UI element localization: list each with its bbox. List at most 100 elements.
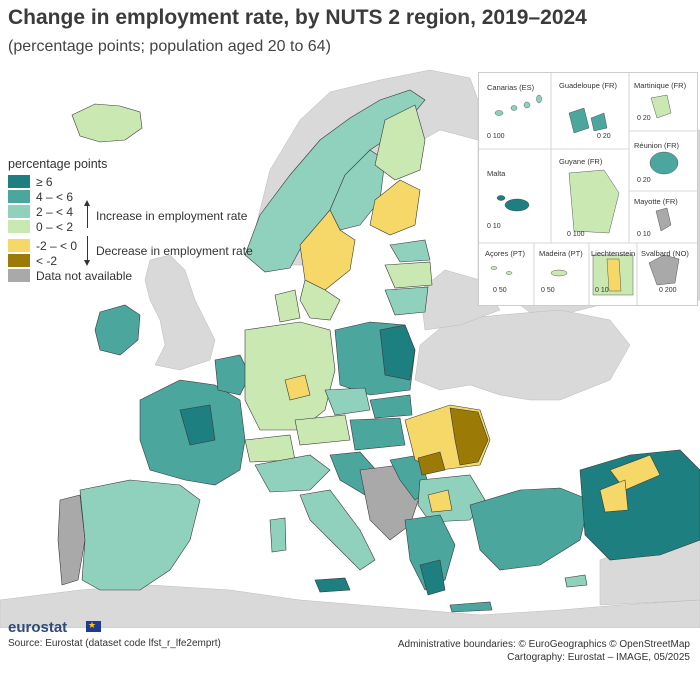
inset-label-reunion: Réunion (FR) xyxy=(634,141,680,150)
region-slovakia xyxy=(369,394,413,419)
legend-swatch-na xyxy=(8,269,30,282)
region-czechia xyxy=(324,387,371,416)
arrow-up-line xyxy=(87,204,88,228)
inset-scale-acores: 0 50 xyxy=(493,287,507,294)
region-sardinia xyxy=(269,517,287,553)
legend-swatch-2-4 xyxy=(8,205,30,218)
legend-label: 0 – < 2 xyxy=(36,219,74,234)
inset-label-mayotte: Mayotte (FR) xyxy=(634,197,678,206)
legend-swatch-0-2 xyxy=(8,220,30,233)
legend-label: 4 – < 6 xyxy=(36,189,74,204)
region-hungary xyxy=(349,417,406,451)
inset-scale-svalbard: 0 200 xyxy=(659,287,677,294)
region-italy-north xyxy=(254,454,331,493)
region-germany-south-decline xyxy=(284,374,311,401)
eu-flag-icon: ★ xyxy=(86,620,101,632)
inset-scale-martinique: 0 20 xyxy=(637,115,651,122)
region-bulgaria-decline xyxy=(427,489,453,513)
legend-swatch-ge6 xyxy=(8,175,30,188)
inset-canarias-island xyxy=(494,110,504,116)
region-iceland xyxy=(71,103,143,143)
inset-svg xyxy=(479,73,697,305)
region-greece xyxy=(404,514,456,591)
legend-label: < -2 xyxy=(36,253,58,268)
inset-label-svalbard: Svalbard (NO) xyxy=(641,249,689,258)
inset-label-martinique: Martinique (FR) xyxy=(634,81,687,90)
legend-item: -2 – < 0 xyxy=(8,238,132,253)
page-title: Change in employment rate, by NUTS 2 reg… xyxy=(8,6,587,29)
legend-label: Data not available xyxy=(36,268,133,283)
region-romania-decline xyxy=(449,407,489,466)
inset-scale-malta: 0 10 xyxy=(487,223,501,230)
legend-increase-label: Increase in employment rate xyxy=(96,209,248,223)
inset-label-madeira: Madeira (PT) xyxy=(539,249,583,258)
cartography-credit: Cartography: Eurostat – IMAGE, 05/2025 xyxy=(507,652,690,663)
legend-item: < -2 xyxy=(8,253,132,268)
region-switzerland xyxy=(244,434,296,463)
arrow-up-icon xyxy=(84,200,90,206)
boundaries-credit: Administrative boundaries: © EuroGeograp… xyxy=(397,639,690,650)
region-romania-southwest xyxy=(417,451,446,476)
region-lithuania xyxy=(384,286,429,316)
inset-panel: Canarias (ES) 0 100 Guadeloupe (FR) 0 20… xyxy=(478,72,698,306)
non-eu-land-ukraine xyxy=(414,309,631,401)
inset-scale-guyane: 0 100 xyxy=(567,231,585,238)
region-finland-south xyxy=(369,179,421,236)
inset-scale-reunion: 0 20 xyxy=(637,177,651,184)
region-france-central xyxy=(179,404,216,446)
region-denmark xyxy=(274,289,301,323)
region-germany xyxy=(244,321,336,431)
map-legend: percentage points ≥ 6 4 – < 6 2 – < 4 0 … xyxy=(8,157,132,283)
region-poland-east xyxy=(379,324,416,381)
eurostat-logo: eurostat xyxy=(8,619,68,636)
legend-swatch-lt-neg2 xyxy=(8,254,30,267)
inset-scale-guadeloupe: 0 20 xyxy=(597,133,611,140)
legend-label: ≥ 6 xyxy=(36,174,53,189)
inset-label-acores: Açores (PT) xyxy=(485,249,526,258)
region-sicily xyxy=(314,577,351,593)
region-portugal xyxy=(57,494,86,586)
credits: Administrative boundaries: © EuroGeograp… xyxy=(398,638,690,664)
legend-label: -2 – < 0 xyxy=(36,238,78,253)
region-ireland xyxy=(94,304,141,356)
inset-label-malta: Malta xyxy=(487,169,506,178)
legend-swatch-4-6 xyxy=(8,190,30,203)
region-greece-south xyxy=(419,559,446,596)
region-finland-north xyxy=(374,104,426,181)
non-eu-land-uk xyxy=(144,254,216,371)
legend-item: 2 – < 4 xyxy=(8,204,132,219)
inset-scale-liechtenstein: 0 10 xyxy=(595,287,609,294)
arrow-down-icon xyxy=(84,260,90,266)
region-latvia xyxy=(384,261,433,289)
legend-item: Data not available xyxy=(8,268,132,283)
region-cyprus xyxy=(564,574,588,588)
inset-scale-canarias: 0 100 xyxy=(487,133,505,140)
inset-label-guadeloupe: Guadeloupe (FR) xyxy=(559,81,617,90)
source-note: Source: Eurostat (dataset code lfst_r_lf… xyxy=(8,638,221,649)
arrow-down-line xyxy=(87,236,88,262)
legend-title: percentage points xyxy=(8,157,108,171)
region-sweden-north xyxy=(329,149,386,231)
region-italy-south xyxy=(299,489,376,571)
region-austria xyxy=(294,414,351,446)
inset-label-guyane: Guyane (FR) xyxy=(559,157,603,166)
inset-label-canarias: Canarias (ES) xyxy=(487,83,535,92)
region-turkiye-east xyxy=(579,449,700,561)
region-turkiye-west xyxy=(469,487,591,571)
inset-scale-madeira: 0 50 xyxy=(541,287,555,294)
legend-label: 2 – < 4 xyxy=(36,204,74,219)
legend-decrease-label: Decrease in employment rate xyxy=(96,244,253,258)
region-turkiye-decline-2 xyxy=(599,479,629,513)
legend-item: ≥ 6 xyxy=(8,174,132,189)
region-estonia xyxy=(389,239,431,263)
legend-swatch-neg2-0 xyxy=(8,239,30,252)
region-crete xyxy=(449,601,493,613)
legend-item: 0 – < 2 xyxy=(8,219,132,234)
legend-item: 4 – < 6 xyxy=(8,189,132,204)
inset-label-liechtenstein: Liechtenstein xyxy=(591,249,636,258)
inset-scale-mayotte: 0 10 xyxy=(637,231,651,238)
page-subtitle: (percentage points; population aged 20 t… xyxy=(8,38,331,55)
non-eu-land-north-africa xyxy=(0,584,700,628)
region-sweden-south xyxy=(299,279,341,321)
region-spain xyxy=(79,479,201,591)
